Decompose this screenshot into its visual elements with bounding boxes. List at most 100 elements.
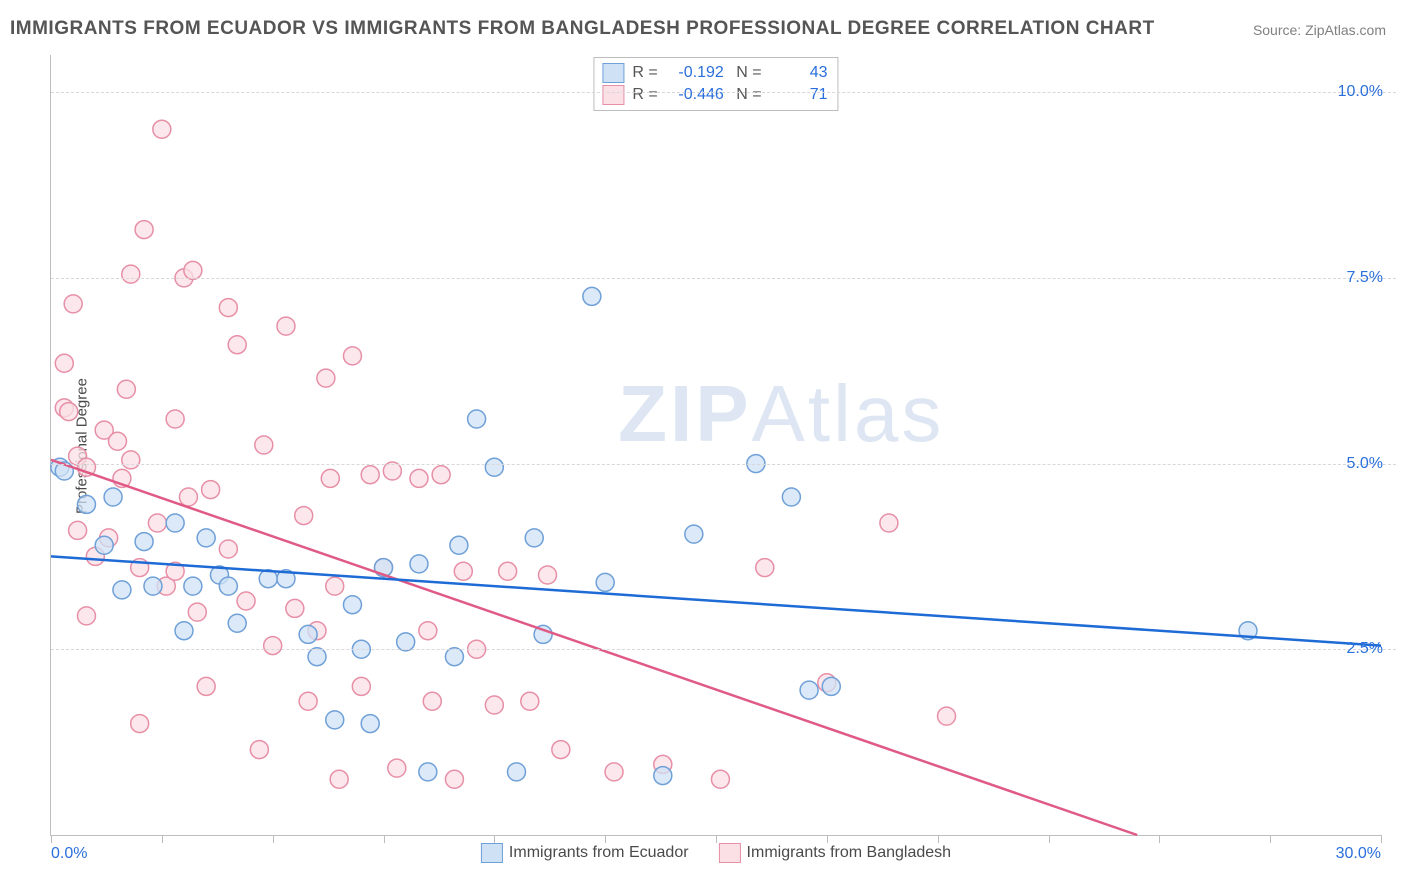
scatter-point: [410, 469, 428, 487]
scatter-point: [596, 573, 614, 591]
scatter-point: [397, 633, 415, 651]
x-tick: [273, 835, 274, 843]
scatter-point: [432, 466, 450, 484]
stats-row-ecuador: R = -0.192 N = 43: [602, 62, 827, 84]
scatter-point: [104, 488, 122, 506]
scatter-point: [308, 648, 326, 666]
scatter-point: [77, 607, 95, 625]
scatter-point: [179, 488, 197, 506]
scatter-point: [445, 648, 463, 666]
scatter-point: [485, 458, 503, 476]
scatter-svg: [51, 55, 1381, 835]
scatter-point: [148, 514, 166, 532]
scatter-point: [583, 287, 601, 305]
scatter-point: [237, 592, 255, 610]
scatter-point: [264, 637, 282, 655]
legend-swatch-ecuador: [481, 843, 503, 863]
stats-row-bangladesh: R = -0.446 N = 71: [602, 84, 827, 106]
y-tick-label: 2.5%: [1347, 640, 1383, 658]
swatch-ecuador: [602, 63, 624, 83]
scatter-point: [299, 692, 317, 710]
scatter-point: [95, 536, 113, 554]
x-tick: [494, 835, 495, 843]
y-tick-label: 7.5%: [1347, 269, 1383, 287]
scatter-point: [135, 533, 153, 551]
legend-label-bangladesh: Immigrants from Bangladesh: [747, 844, 952, 862]
scatter-point: [153, 120, 171, 138]
scatter-point: [388, 759, 406, 777]
swatch-bangladesh: [602, 85, 624, 105]
scatter-point: [539, 566, 557, 584]
scatter-point: [326, 711, 344, 729]
n-value-bangladesh: 71: [770, 84, 828, 106]
source-label: Source: ZipAtlas.com: [1253, 22, 1386, 38]
scatter-point: [685, 525, 703, 543]
scatter-point: [711, 770, 729, 788]
scatter-point: [255, 436, 273, 454]
scatter-point: [361, 466, 379, 484]
scatter-point: [277, 317, 295, 335]
plot-area: ZIPAtlas R = -0.192 N = 43 R = -0.446 N …: [50, 55, 1381, 836]
scatter-point: [166, 514, 184, 532]
gridline: [51, 92, 1396, 93]
scatter-point: [343, 596, 361, 614]
scatter-point: [756, 559, 774, 577]
x-tick: [938, 835, 939, 843]
scatter-point: [423, 692, 441, 710]
scatter-point: [361, 715, 379, 733]
x-tick: [162, 835, 163, 843]
scatter-point: [113, 581, 131, 599]
scatter-point: [166, 410, 184, 428]
gridline: [51, 649, 1396, 650]
scatter-point: [508, 763, 526, 781]
gridline: [51, 464, 1396, 465]
scatter-point: [250, 741, 268, 759]
legend-label-ecuador: Immigrants from Ecuador: [509, 844, 689, 862]
scatter-point: [60, 403, 78, 421]
scatter-point: [109, 432, 127, 450]
scatter-point: [445, 770, 463, 788]
chart-title: IMMIGRANTS FROM ECUADOR VS IMMIGRANTS FR…: [10, 18, 1155, 40]
scatter-point: [228, 614, 246, 632]
x-tick: [605, 835, 606, 843]
stats-box: R = -0.192 N = 43 R = -0.446 N = 71: [593, 57, 838, 111]
scatter-point: [485, 696, 503, 714]
x-axis-min-label: 0.0%: [51, 845, 87, 863]
scatter-point: [419, 622, 437, 640]
legend: Immigrants from Ecuador Immigrants from …: [481, 843, 951, 863]
x-tick: [827, 835, 828, 843]
scatter-point: [64, 295, 82, 313]
scatter-point: [228, 336, 246, 354]
x-tick: [1049, 835, 1050, 843]
x-tick: [384, 835, 385, 843]
scatter-point: [197, 677, 215, 695]
scatter-point: [219, 299, 237, 317]
scatter-point: [122, 265, 140, 283]
scatter-point: [525, 529, 543, 547]
scatter-point: [295, 507, 313, 525]
scatter-point: [175, 622, 193, 640]
scatter-point: [122, 451, 140, 469]
legend-swatch-bangladesh: [719, 843, 741, 863]
r-value-ecuador: -0.192: [666, 62, 724, 84]
scatter-point: [521, 692, 539, 710]
legend-item-bangladesh: Immigrants from Bangladesh: [719, 843, 952, 863]
scatter-point: [330, 770, 348, 788]
scatter-point: [321, 469, 339, 487]
x-tick: [1270, 835, 1271, 843]
n-value-ecuador: 43: [770, 62, 828, 84]
scatter-point: [326, 577, 344, 595]
scatter-point: [131, 715, 149, 733]
scatter-point: [219, 577, 237, 595]
scatter-point: [383, 462, 401, 480]
x-tick: [51, 835, 52, 843]
scatter-point: [55, 354, 73, 372]
scatter-point: [184, 577, 202, 595]
x-tick: [1381, 835, 1382, 843]
scatter-point: [800, 681, 818, 699]
scatter-point: [552, 741, 570, 759]
scatter-point: [352, 677, 370, 695]
scatter-point: [219, 540, 237, 558]
scatter-point: [135, 221, 153, 239]
scatter-point: [410, 555, 428, 573]
